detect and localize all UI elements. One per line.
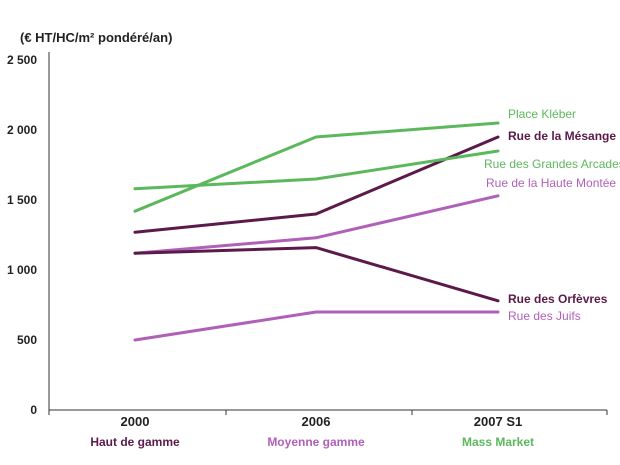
y-tick-label: 0 <box>30 403 37 417</box>
series-line <box>133 135 500 234</box>
y-axis: 0 500 1 000 1 500 2 000 2 500 <box>7 52 50 417</box>
series-label: Place Kléber <box>508 107 576 121</box>
series-line <box>133 149 500 191</box>
x-tick-label: 2007 S1 <box>474 414 522 429</box>
x-tick-label: 2006 <box>302 414 331 429</box>
y-axis-label: (€ HT/HC/m² pondéré/an) <box>20 30 172 45</box>
y-tick-label: 500 <box>17 333 37 347</box>
series-label: Rue de la Mésange <box>508 129 616 143</box>
series-line <box>133 194 500 255</box>
y-tick-label: 2 000 <box>7 123 37 137</box>
series-lines <box>133 121 500 342</box>
series-line <box>133 310 500 342</box>
x-axis: 2000 Haut de gamme 2006 Moyenne gamme 2007 S… <box>48 409 608 449</box>
series-line <box>133 246 500 303</box>
x-category-sublabel: Mass Market <box>462 435 534 449</box>
series-labels: Place Kléber Rue de la Mésange Rue des Gra… <box>484 107 620 323</box>
series-label: Rue des Orfèvres <box>508 292 608 306</box>
x-tick-label: 2000 <box>121 414 150 429</box>
y-tick-label: 1 500 <box>7 193 37 207</box>
x-category-sublabel: Haut de gamme <box>90 435 180 449</box>
y-tick-label: 1 000 <box>7 263 37 277</box>
series-label: Rue des Juifs <box>508 309 581 323</box>
x-category-sublabel: Moyenne gamme <box>267 435 365 449</box>
series-line <box>133 121 500 213</box>
series-label: Rue des Grandes Arcades <box>484 157 620 171</box>
y-tick-label: 2 500 <box>7 53 37 67</box>
series-label: Rue de la Haute Montée <box>486 176 616 190</box>
